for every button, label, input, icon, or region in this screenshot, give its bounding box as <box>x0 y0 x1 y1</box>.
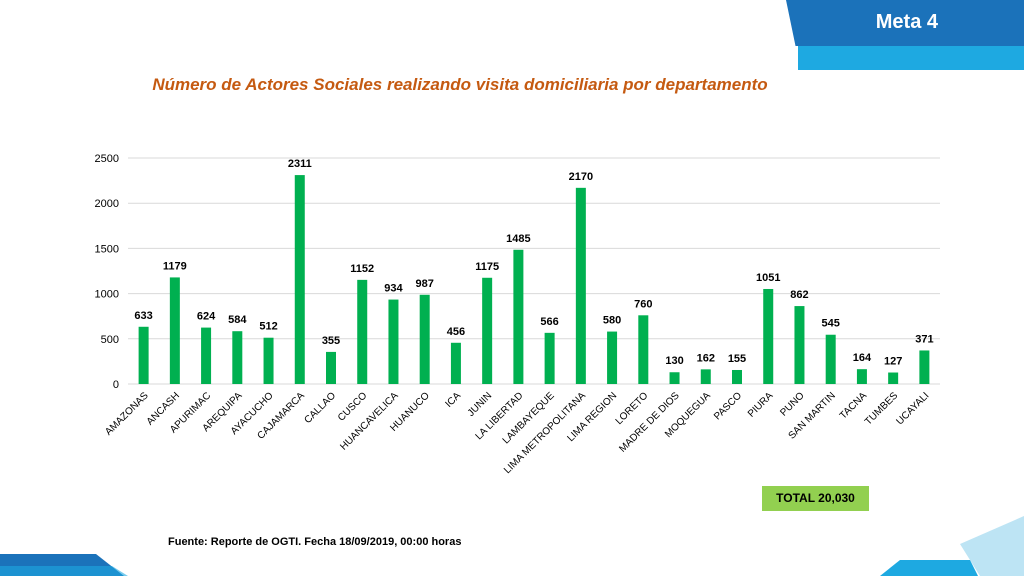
bar <box>419 294 430 384</box>
source-note: Fuente: Reporte de OGTI. Fecha 18/09/201… <box>168 536 462 548</box>
bar <box>856 369 867 384</box>
data-label: 2311 <box>288 158 312 170</box>
data-label: 1179 <box>163 260 187 272</box>
data-label: 633 <box>134 310 152 322</box>
data-label: 580 <box>603 315 621 327</box>
bar <box>138 326 149 384</box>
y-tick-label: 500 <box>101 334 119 346</box>
bar <box>825 334 836 384</box>
bottom-left-decoration <box>0 554 128 576</box>
y-tick-label: 1500 <box>95 243 119 255</box>
data-label: 934 <box>384 283 403 295</box>
chart-title: Número de Actores Sociales realizando vi… <box>152 75 768 94</box>
x-tick-label: JUNIN <box>466 390 495 419</box>
bar <box>794 306 805 384</box>
x-tick-label: CALLAO <box>302 390 338 426</box>
bar <box>169 277 180 384</box>
bar <box>326 351 336 384</box>
bar <box>388 299 399 384</box>
y-tick-label: 2000 <box>95 198 119 210</box>
data-label: 512 <box>259 321 277 333</box>
bar <box>732 369 742 384</box>
data-label: 456 <box>447 326 465 338</box>
meta-label: Meta 4 <box>875 11 938 33</box>
x-tick-label: UCAYALI <box>895 390 932 427</box>
bar <box>263 337 274 384</box>
bar <box>513 249 524 384</box>
bar <box>607 331 618 384</box>
bar <box>357 279 368 384</box>
bar <box>482 277 493 384</box>
x-tick-label: TACNA <box>838 390 869 421</box>
bar <box>544 332 555 384</box>
data-label: 760 <box>634 298 652 310</box>
x-tick-label: ICA <box>443 390 463 410</box>
data-label: 1175 <box>475 261 499 273</box>
bar <box>763 288 774 384</box>
bar <box>669 372 680 384</box>
data-label: 371 <box>915 333 933 345</box>
x-tick-label: TUMBES <box>863 390 900 427</box>
data-label: 130 <box>665 355 683 367</box>
bar <box>232 331 243 384</box>
data-label: 2170 <box>569 171 593 183</box>
data-label: 566 <box>540 316 558 328</box>
data-label: 127 <box>884 356 902 368</box>
bar <box>294 175 305 384</box>
bottom-right-decoration <box>880 516 1024 576</box>
data-label: 355 <box>322 335 340 347</box>
data-label: 987 <box>416 278 434 290</box>
data-label: 162 <box>697 352 715 364</box>
y-tick-label: 0 <box>113 379 119 391</box>
x-tick-label: PUNO <box>778 390 806 418</box>
x-tick-label: AMAZONAS <box>103 390 151 438</box>
data-label: 1152 <box>350 263 374 275</box>
x-tick-label: PASCO <box>712 390 744 422</box>
x-tick-label: PIURA <box>746 390 776 420</box>
header-banner-dark <box>786 0 1024 46</box>
data-label: 584 <box>228 314 247 326</box>
bar <box>575 187 586 384</box>
data-label: 1485 <box>506 233 530 245</box>
data-label: 164 <box>853 352 872 364</box>
y-tick-label: 2500 <box>95 153 119 165</box>
bar <box>700 369 711 384</box>
y-tick-label: 1000 <box>95 289 119 301</box>
bar <box>638 315 649 384</box>
bar <box>919 350 930 384</box>
data-label: 155 <box>728 353 746 365</box>
bar <box>201 327 212 384</box>
data-label: 545 <box>822 318 840 330</box>
data-label: 624 <box>197 311 216 323</box>
bar <box>450 342 461 384</box>
total-badge: TOTAL 20,030 <box>762 486 869 511</box>
x-tick-label: HUANCAVELICA <box>338 390 400 452</box>
bar <box>888 372 899 384</box>
data-label: 1051 <box>756 272 780 284</box>
data-label: 862 <box>790 289 808 301</box>
